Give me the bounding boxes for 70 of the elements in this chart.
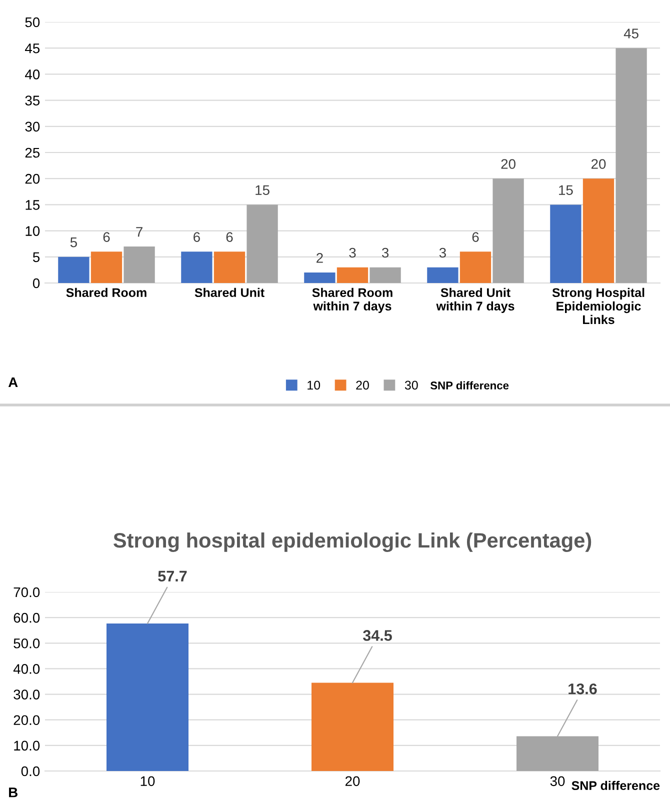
bar [582, 178, 614, 283]
data-label: 20 [501, 159, 516, 169]
bar [460, 252, 492, 283]
bar [58, 256, 90, 283]
data-label: 34.5 [362, 630, 392, 641]
data-label: 5 [70, 238, 77, 248]
data-label: 6 [103, 232, 110, 242]
y-tick-label: 0 [32, 278, 40, 288]
data-label: 2 [316, 253, 323, 263]
y-tick-label: 45 [25, 44, 40, 54]
y-tick-label: 30.0 [14, 690, 40, 700]
bar [616, 48, 647, 283]
x-tick-label: Strong Hospital Epidemiologic Links [552, 288, 644, 324]
y-tick-label: 60.0 [14, 612, 40, 623]
data-label: 15 [256, 185, 270, 196]
bar [312, 682, 394, 771]
legend-label: 30 [404, 380, 418, 390]
bar [336, 267, 368, 283]
bar [124, 246, 155, 283]
data-label: 3 [439, 248, 446, 258]
data-label: 57.7 [158, 570, 187, 582]
data-label: 6 [472, 232, 479, 242]
bar [304, 272, 336, 283]
y-tick-label: 20 [25, 174, 40, 184]
bar [106, 623, 188, 771]
x-tick-label: 20 [345, 776, 360, 786]
data-label: 6 [226, 232, 233, 242]
y-tick-label: 35 [25, 96, 40, 106]
data-label: 6 [194, 232, 200, 242]
bar [181, 252, 212, 283]
y-tick-label: 5 [32, 252, 40, 262]
bar [550, 204, 582, 283]
data-label: 7 [136, 227, 142, 237]
data-label: 3 [349, 248, 356, 258]
bar [90, 252, 122, 283]
x-tick-label: Shared Room within 7 days [312, 288, 392, 313]
x-axis-title: SNP difference [572, 780, 660, 790]
y-tick-label: 70.0 [14, 587, 40, 598]
y-tick-label: 0.0 [21, 766, 40, 776]
y-tick-label: 40 [25, 70, 40, 80]
bar [246, 204, 278, 283]
bar [214, 252, 246, 283]
y-tick-label: 50 [25, 17, 40, 28]
x-tick-label: Shared Unit within 7 days [436, 288, 514, 313]
y-tick-label: 30 [25, 122, 40, 132]
bar [492, 178, 524, 283]
legend-label: 10 [308, 380, 320, 390]
legend-title: SNP difference [430, 381, 509, 390]
y-tick-label: 10 [26, 226, 40, 236]
bar [427, 267, 458, 283]
x-tick-label: Shared Room [66, 288, 146, 298]
y-tick-label: 20.0 [14, 715, 40, 726]
x-tick-label: 30 [550, 776, 565, 786]
bar [370, 267, 401, 283]
x-tick-label: Shared Unit [194, 288, 264, 298]
data-label: 13.6 [568, 683, 597, 694]
data-label: 20 [591, 159, 606, 169]
text: A [8, 377, 18, 388]
data-label: 15 [559, 185, 573, 196]
y-tick-label: 25 [25, 148, 40, 158]
y-tick-label: 15 [26, 200, 40, 210]
legend-label: 20 [356, 380, 369, 390]
x-tick-label: 10 [140, 776, 155, 786]
text: B [9, 788, 18, 798]
data-label: 45 [624, 28, 638, 38]
y-tick-label: 40.0 [13, 664, 40, 674]
y-tick-label: 10.0 [14, 740, 40, 751]
data-label: 3 [382, 248, 389, 258]
y-tick-label: 50.0 [14, 638, 40, 648]
chart-title: Strong hospital epidemiologic Link (Percentage) [114, 532, 592, 552]
